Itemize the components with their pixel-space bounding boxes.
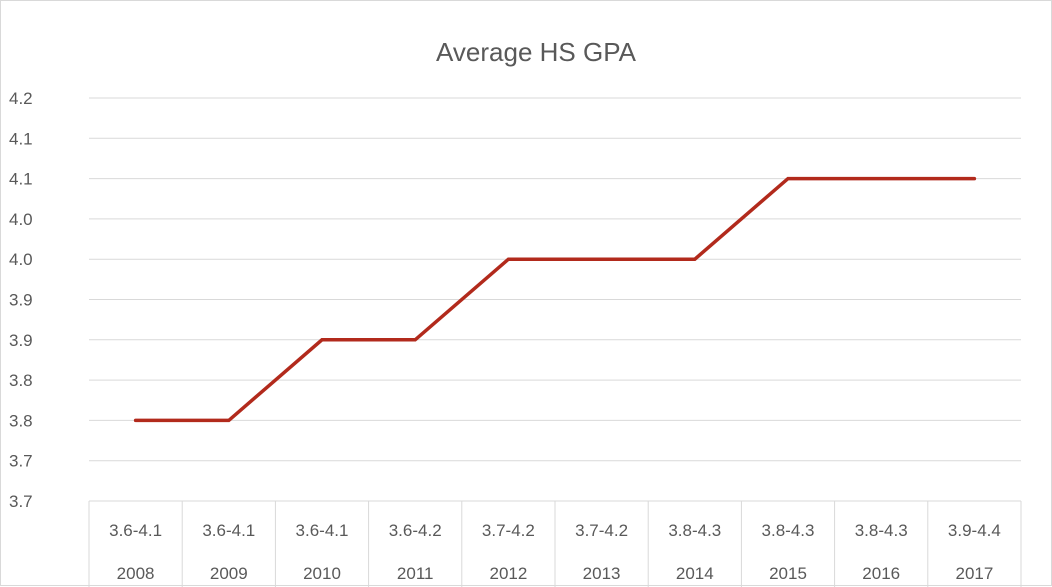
x-tick-label-year: 2012 (489, 564, 527, 583)
y-tick-label: 4.0 (9, 250, 33, 269)
x-tick-label-year: 2017 (955, 564, 993, 583)
y-axis-labels: 3.7 3.7 3.8 3.8 3.9 3.9 4.0 4.0 4.1 4.1 4.2 (9, 89, 33, 511)
y-tick-label: 3.9 (9, 291, 33, 310)
x-tick-label-year: 2015 (769, 564, 807, 583)
x-tick-label-range: 3.7-4.2 (482, 521, 535, 540)
y-tick-label: 3.7 (9, 452, 33, 471)
chart-title: Average HS GPA (436, 37, 637, 67)
x-tick-label-year: 2008 (117, 564, 155, 583)
y-tick-label: 4.0 (9, 210, 33, 229)
x-tick-label-year: 2010 (303, 564, 341, 583)
x-tick-label-range: 3.6-4.1 (202, 521, 255, 540)
x-tick-label-year: 2009 (210, 564, 248, 583)
y-tick-label: 3.8 (9, 411, 33, 430)
x-tick-label-year: 2013 (583, 564, 621, 583)
y-tick-label: 3.8 (9, 371, 33, 390)
x-tick-label-year: 2016 (862, 564, 900, 583)
y-tick-label: 4.1 (9, 170, 33, 189)
x-tick-label-year: 2011 (397, 564, 434, 583)
x-tick-label-range: 3.7-4.2 (575, 521, 628, 540)
y-tick-label: 4.2 (9, 89, 33, 108)
y-tick-label: 3.7 (9, 492, 33, 511)
x-tick-label-range: 3.8-4.3 (668, 521, 721, 540)
x-tick-label-range: 3.8-4.3 (762, 521, 815, 540)
category-table: 3.6-4.1 2008 3.6-4.1 2009 3.6-4.1 2010 3.6-4.2… (89, 501, 1021, 587)
x-tick-label-range: 3.6-4.1 (296, 521, 349, 540)
x-tick-label-range: 3.9-4.4 (948, 521, 1001, 540)
gridlines (89, 98, 1021, 501)
x-tick-label-range: 3.8-4.3 (855, 521, 908, 540)
y-tick-label: 3.9 (9, 331, 33, 350)
x-tick-label-year: 2014 (676, 564, 714, 583)
x-tick-label-range: 3.6-4.1 (109, 521, 162, 540)
x-tick-label-range: 3.6-4.2 (389, 521, 442, 540)
y-tick-label: 4.1 (9, 129, 33, 148)
